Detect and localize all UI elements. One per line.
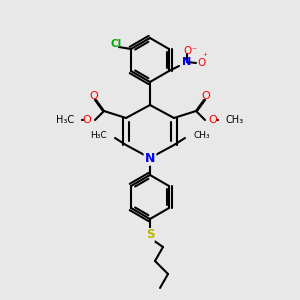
Text: Cl: Cl <box>110 39 122 49</box>
Text: O: O <box>82 115 91 125</box>
Text: ⁻: ⁻ <box>191 46 196 56</box>
Text: N: N <box>145 152 155 164</box>
Text: ⁺: ⁺ <box>202 52 207 61</box>
Text: H₃C: H₃C <box>56 115 74 125</box>
Text: CH₃: CH₃ <box>193 131 210 140</box>
Text: O: O <box>183 46 191 56</box>
Text: O: O <box>202 91 210 101</box>
Text: O: O <box>90 91 98 101</box>
Text: O: O <box>208 115 217 125</box>
Text: H₃C: H₃C <box>90 131 107 140</box>
Text: N: N <box>182 57 192 67</box>
Text: O: O <box>197 58 205 68</box>
Text: CH₃: CH₃ <box>226 115 244 125</box>
Text: S: S <box>146 229 154 242</box>
